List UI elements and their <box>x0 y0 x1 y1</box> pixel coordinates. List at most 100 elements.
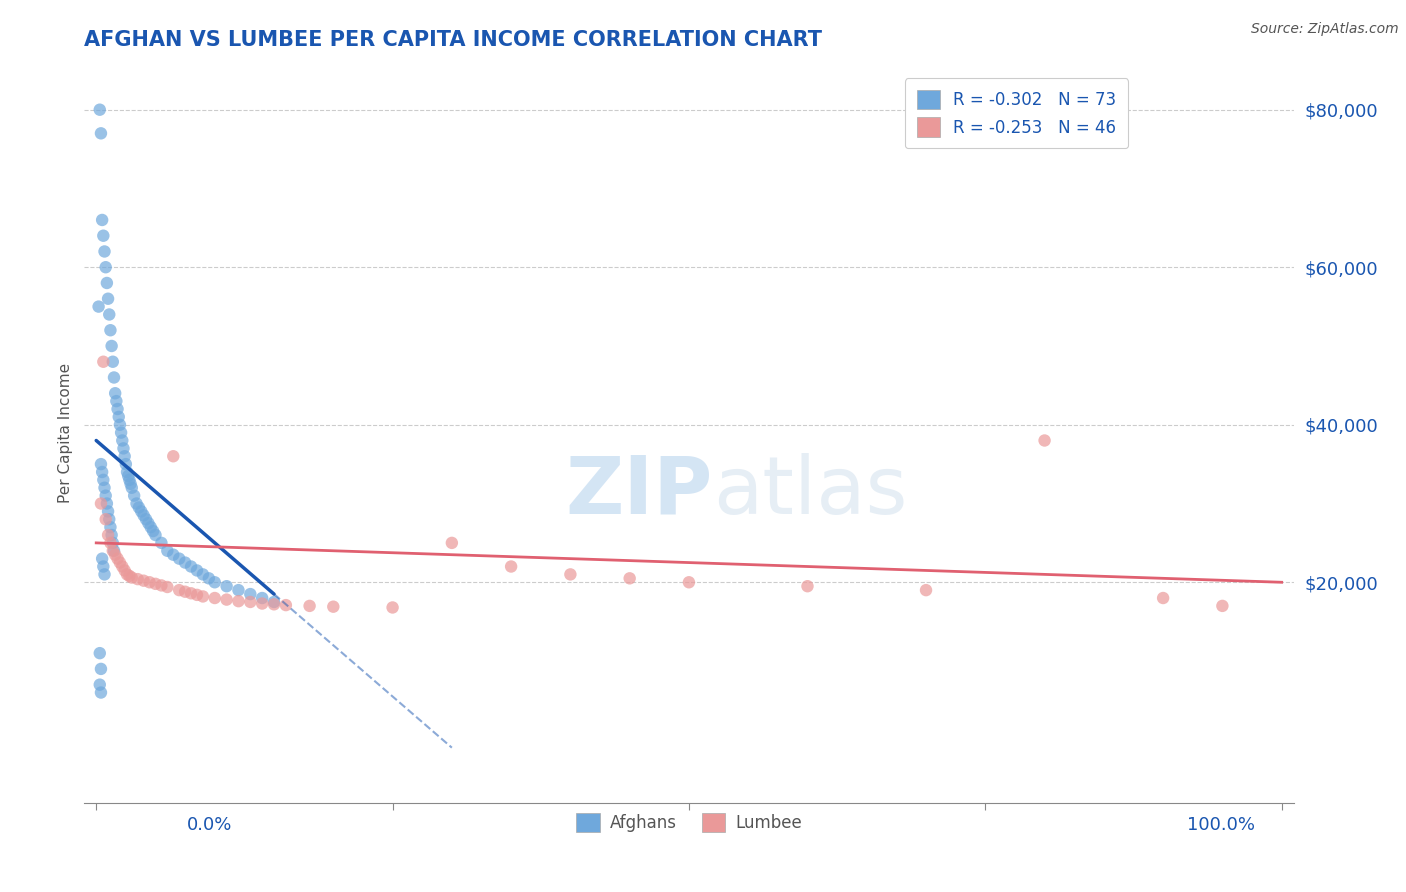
Point <box>191 590 214 604</box>
Point <box>94 260 117 275</box>
Point <box>115 457 138 471</box>
Point <box>501 559 523 574</box>
Point <box>298 599 321 613</box>
Point <box>142 524 165 538</box>
Point <box>110 425 132 440</box>
Point <box>228 594 250 608</box>
Point <box>91 559 114 574</box>
Point <box>250 597 273 611</box>
Point <box>90 457 112 471</box>
Point <box>156 543 179 558</box>
Point <box>156 580 179 594</box>
Point <box>180 586 202 600</box>
Point <box>91 551 114 566</box>
Text: Source: ZipAtlas.com: Source: ZipAtlas.com <box>1251 22 1399 37</box>
Point <box>274 598 297 612</box>
Point <box>180 559 202 574</box>
Point <box>107 402 129 417</box>
Point <box>174 584 197 599</box>
Point <box>150 536 173 550</box>
Legend: Afghans, Lumbee: Afghans, Lumbee <box>569 806 808 838</box>
Point <box>104 548 127 562</box>
Point <box>121 481 143 495</box>
Point <box>93 481 115 495</box>
Point <box>115 465 138 479</box>
Point <box>103 543 125 558</box>
Point <box>97 504 120 518</box>
Point <box>90 496 112 510</box>
Point <box>204 591 226 605</box>
Point <box>139 520 162 534</box>
Y-axis label: Per Capita Income: Per Capita Income <box>58 362 73 503</box>
Point <box>198 571 221 585</box>
Point <box>90 662 112 676</box>
Point <box>138 516 160 531</box>
Point <box>104 386 127 401</box>
Point <box>191 567 214 582</box>
Point <box>145 528 167 542</box>
Point <box>127 572 149 586</box>
Point <box>93 567 115 582</box>
Point <box>167 583 190 598</box>
Point <box>103 370 125 384</box>
Point <box>94 489 117 503</box>
Point <box>239 587 262 601</box>
Point <box>619 571 641 585</box>
Point <box>150 578 173 592</box>
Point <box>125 496 148 510</box>
Point <box>108 417 131 432</box>
Point <box>204 575 226 590</box>
Point <box>263 595 285 609</box>
Point <box>678 575 700 590</box>
Point <box>162 548 184 562</box>
Point <box>100 528 122 542</box>
Point <box>121 570 143 584</box>
Point <box>138 575 160 590</box>
Point <box>98 512 121 526</box>
Point <box>132 508 155 523</box>
Point <box>111 434 134 448</box>
Point <box>115 567 138 582</box>
Point <box>89 646 111 660</box>
Point <box>263 597 285 611</box>
Point <box>97 292 120 306</box>
Point <box>90 126 112 140</box>
Point <box>100 520 122 534</box>
Point <box>120 476 142 491</box>
Point <box>91 473 114 487</box>
Point <box>250 591 273 605</box>
Point <box>132 574 155 588</box>
Point <box>91 228 114 243</box>
Point <box>111 559 134 574</box>
Text: atlas: atlas <box>713 453 907 531</box>
Point <box>107 409 129 424</box>
Point <box>128 500 150 515</box>
Point <box>796 579 818 593</box>
Point <box>215 579 238 593</box>
Point <box>1152 591 1174 605</box>
Point <box>98 308 121 322</box>
Point <box>915 583 938 598</box>
Point <box>118 473 141 487</box>
Point <box>100 323 122 337</box>
Point <box>1211 599 1233 613</box>
Point <box>101 536 124 550</box>
Point <box>174 556 197 570</box>
Point <box>322 599 344 614</box>
Point <box>108 556 131 570</box>
Point <box>93 244 115 259</box>
Point <box>112 442 135 456</box>
Point <box>101 355 124 369</box>
Point <box>228 583 250 598</box>
Point <box>94 512 117 526</box>
Text: 100.0%: 100.0% <box>1187 816 1254 834</box>
Point <box>100 339 122 353</box>
Point <box>215 592 238 607</box>
Point <box>162 449 184 463</box>
Point <box>89 103 111 117</box>
Point <box>90 685 112 699</box>
Point <box>87 300 110 314</box>
Point <box>105 394 128 409</box>
Point <box>145 577 167 591</box>
Point <box>118 569 141 583</box>
